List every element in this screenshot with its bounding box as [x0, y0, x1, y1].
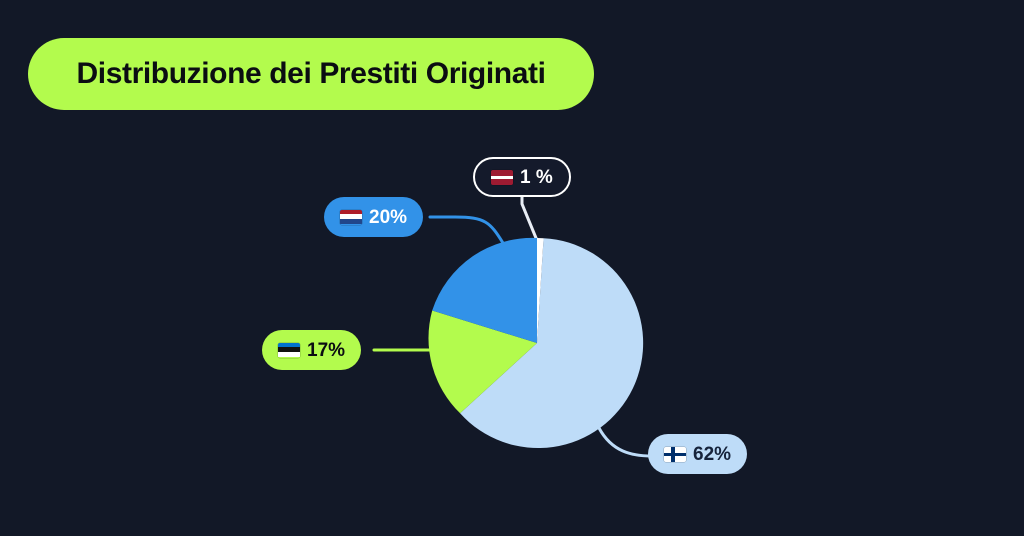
callout-finland[interactable]: 62%: [648, 434, 748, 474]
pie-slice-estonia[interactable]: [428, 310, 537, 414]
netherlands-flag-icon: [340, 209, 362, 225]
callout-latvia[interactable]: 1 %: [473, 157, 571, 197]
latvia-flag-icon: [491, 169, 513, 185]
callout-finland-value: 62%: [693, 443, 732, 465]
pie-slice-finland[interactable]: [460, 238, 644, 449]
page-title: Distribuzione dei Prestiti Originati: [76, 57, 546, 90]
leader-line-latvia: [520, 195, 538, 240]
page-title-pill: Distribuzione dei Prestiti Originati: [28, 38, 594, 110]
finland-flag-icon: [664, 446, 686, 462]
leader-line-netherlands: [428, 215, 505, 245]
callout-netherlands-value: 20%: [369, 206, 408, 228]
pie-slice-netherlands[interactable]: [432, 237, 537, 343]
callout-estonia[interactable]: 17%: [262, 330, 362, 370]
estonia-flag-icon: [278, 342, 300, 358]
pie-slice-latvia[interactable]: [537, 237, 544, 343]
leader-line-finland: [597, 426, 654, 458]
callout-latvia-value: 1 %: [520, 166, 553, 188]
callout-netherlands[interactable]: 20%: [324, 197, 424, 237]
callout-estonia-value: 17%: [307, 339, 346, 361]
